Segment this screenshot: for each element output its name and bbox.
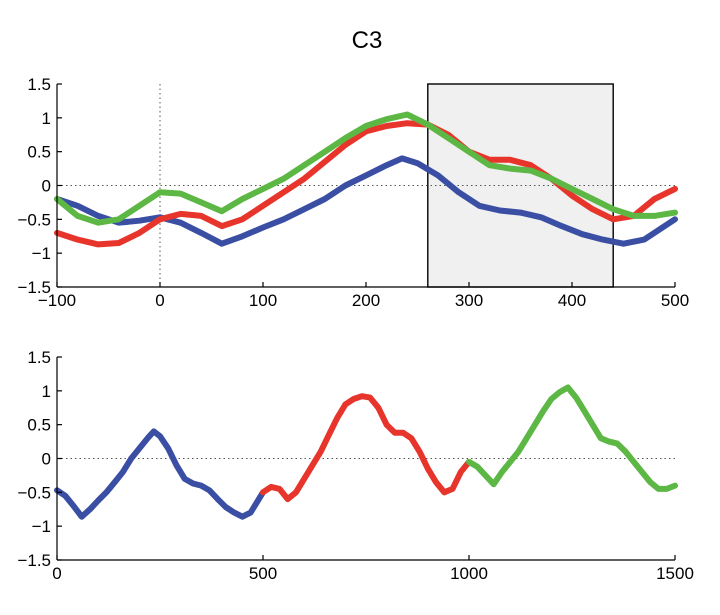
bottom-y-tick-label: −1 [32,517,51,536]
bottom-x-tick-label: 500 [249,564,277,583]
top-chart: 1.5 1 0.5 0 −0.5 −1 −1.5−100 0 100 200 300 400 500 [17,75,689,310]
bottom-series-red [260,393,472,503]
bottom-x-tick-label: 0 [52,564,61,583]
top-series-green [54,111,678,226]
chart-title: C3 [352,27,383,54]
bottom-series-green [466,384,678,492]
top-y-tick-label: 1 [42,109,51,128]
bottom-x-tick-label: 1000 [450,564,488,583]
top-y-tick-label: 1.5 [27,75,51,94]
bottom-series-blue [54,428,266,520]
bottom-chart: 1.510.50−0.5−1−1.50 500 1000 1500 [17,348,693,583]
top-x-tick-label: 400 [558,291,586,310]
bottom-y-tick-label: 0.5 [27,416,51,435]
top-y-tick-label: −0.5 [17,210,51,229]
bottom-x-tick-label: 1500 [656,564,694,583]
top-y-tick-label: 0 [42,177,51,196]
bottom-y-tick-label: −0.5 [17,483,51,502]
top-x-tick-label: −100 [38,291,76,310]
top-y-tick-label: −1 [32,244,51,263]
top-x-tick-label: 100 [249,291,277,310]
top-x-tick-label: 300 [455,291,483,310]
bottom-y-tick-label: 0 [42,450,51,469]
bottom-y-tick-label: 1 [42,382,51,401]
bottom-y-tick-label: 1.5 [27,348,51,367]
top-y-tick-label: 0.5 [27,143,51,162]
top-series-red [54,120,678,248]
top-x-tick-label: 200 [352,291,380,310]
top-y-tick-label: −1.5 [17,278,51,297]
top-x-tick-label: 0 [155,291,164,310]
bottom-y-tick-label: −1.5 [17,551,51,570]
top-x-tick-label: 500 [661,291,689,310]
